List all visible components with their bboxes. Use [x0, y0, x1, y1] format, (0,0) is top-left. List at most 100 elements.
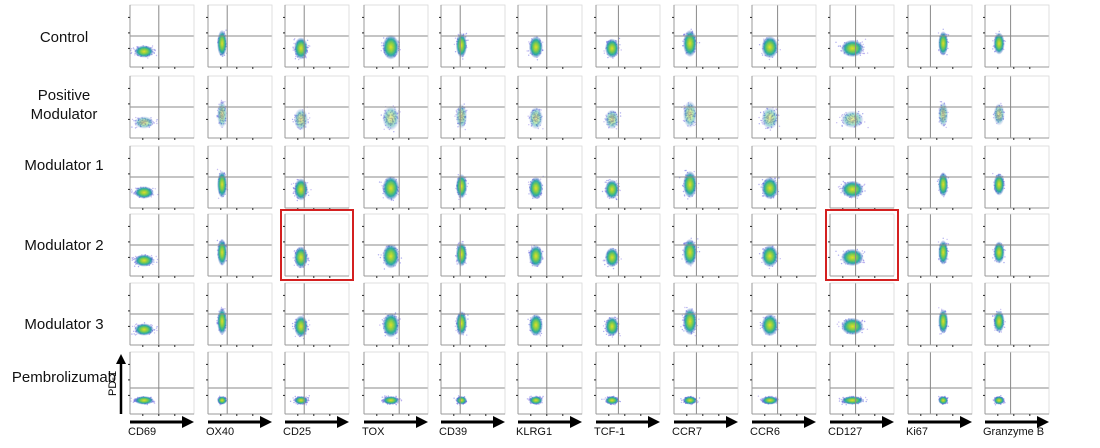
- scatter-panel: [516, 213, 583, 278]
- scatter-panel: [983, 4, 1050, 69]
- row-label: Control: [0, 28, 128, 47]
- scatter-panel: [283, 282, 350, 347]
- scatter-panel: [206, 351, 273, 416]
- scatter-panel: [362, 145, 429, 210]
- x-axis-arrow: [364, 416, 428, 428]
- scatter-panel: [516, 282, 583, 347]
- scatter-panel: [594, 75, 661, 140]
- marker-label: CD39: [439, 426, 468, 438]
- x-axis-arrow: [830, 416, 894, 428]
- scatter-panel: [828, 351, 895, 416]
- scatter-panel: [283, 351, 350, 416]
- scatter-panel: [516, 145, 583, 210]
- scatter-panel: [906, 213, 973, 278]
- row-label-line: Modulator 3: [24, 316, 104, 333]
- x-axis-arrow: [285, 416, 349, 428]
- scatter-panel: [594, 351, 661, 416]
- scatter-panel: [283, 4, 350, 69]
- marker-label: Ki67: [906, 426, 929, 438]
- scatter-panel: [672, 282, 739, 347]
- scatter-panel: [362, 213, 429, 278]
- row-label-line: Pembrolizumab: [11, 369, 117, 386]
- row-label: Pembrolizumab: [0, 368, 128, 387]
- scatter-panel: [128, 282, 195, 347]
- scatter-panel: [439, 282, 506, 347]
- row-label-line: Modulator: [30, 106, 98, 123]
- scatter-panel: [206, 145, 273, 210]
- scatter-panel: [516, 75, 583, 140]
- marker-label: CD69: [128, 426, 157, 438]
- scatter-panel: [750, 213, 817, 278]
- scatter-panel: [906, 282, 973, 347]
- scatter-panel: [362, 351, 429, 416]
- scatter-panel: [439, 4, 506, 69]
- scatter-panel: [906, 351, 973, 416]
- scatter-panel: [128, 351, 195, 416]
- scatter-panel: [128, 75, 195, 140]
- marker-label: CD25: [283, 426, 312, 438]
- scatter-panel: [206, 75, 273, 140]
- scatter-panel: [828, 282, 895, 347]
- marker-label: Granzyme B: [983, 426, 1045, 438]
- x-axis-arrow: [130, 416, 194, 428]
- highlight-box: [280, 209, 354, 281]
- scatter-panel: [516, 4, 583, 69]
- row-label: Modulator 1: [0, 156, 128, 175]
- scatter-panel: [828, 75, 895, 140]
- y-axis-arrow: [116, 354, 126, 414]
- scatter-panel: [128, 4, 195, 69]
- scatter-panel: [283, 75, 350, 140]
- x-axis-arrow: [596, 416, 660, 428]
- marker-label: KLRG1: [516, 426, 553, 438]
- row-label-line: Modulator 2: [24, 237, 104, 254]
- row-label: Modulator 3: [0, 315, 128, 334]
- row-label-line: Control: [39, 29, 89, 46]
- scatter-panel: [750, 4, 817, 69]
- highlight-box: [825, 209, 899, 281]
- scatter-panel: [906, 75, 973, 140]
- scatter-panel: [906, 145, 973, 210]
- scatter-panel: [362, 75, 429, 140]
- scatter-panel: [128, 213, 195, 278]
- y-axis-label: PD-1: [107, 370, 119, 396]
- marker-label: OX40: [206, 426, 235, 438]
- scatter-panel: [206, 213, 273, 278]
- marker-label: TCF-1: [594, 426, 626, 438]
- scatter-panel: [750, 145, 817, 210]
- scatter-panel: [594, 4, 661, 69]
- scatter-panel: [283, 213, 350, 278]
- marker-label: CD127: [828, 426, 863, 438]
- scatter-panel: [750, 282, 817, 347]
- scatter-panel: [828, 145, 895, 210]
- scatter-panel: [206, 4, 273, 69]
- x-axis-arrow: [674, 416, 738, 428]
- scatter-panel: [983, 145, 1050, 210]
- scatter-panel: [983, 351, 1050, 416]
- scatter-panel: [439, 145, 506, 210]
- scatter-panel: [672, 75, 739, 140]
- scatter-panel: [672, 213, 739, 278]
- scatter-panel: [439, 213, 506, 278]
- scatter-panel: [439, 75, 506, 140]
- row-label: Positive Modulator: [0, 86, 128, 124]
- scatter-panel: [672, 145, 739, 210]
- x-axis-arrow: [985, 416, 1049, 428]
- x-axis-arrow: [752, 416, 816, 428]
- x-axis-arrow: [908, 416, 972, 428]
- scatter-panel: [750, 75, 817, 140]
- marker-label: CCR7: [672, 426, 702, 438]
- x-axis-arrow: [441, 416, 505, 428]
- scatter-panel: [828, 213, 895, 278]
- marker-label: CCR6: [750, 426, 780, 438]
- scatter-panel: [439, 351, 506, 416]
- x-axis-arrow: [518, 416, 582, 428]
- scatter-panel: [362, 282, 429, 347]
- marker-label: TOX: [362, 426, 385, 438]
- scatter-panel: [594, 213, 661, 278]
- scatter-panel: [672, 351, 739, 416]
- scatter-panel: [983, 75, 1050, 140]
- scatter-panel: [362, 4, 429, 69]
- row-label: Modulator 2: [0, 236, 128, 255]
- scatter-panel: [983, 282, 1050, 347]
